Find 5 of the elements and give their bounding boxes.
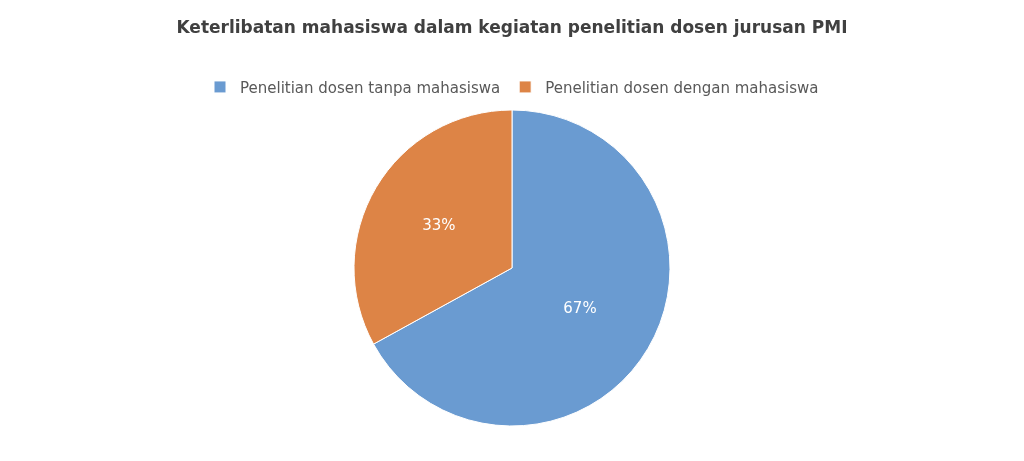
legend-label: Penelitian dosen dengan mahasiswa [545, 78, 819, 97]
chart-title: Keterlibatan mahasiswa dalam kegiatan penelitian dosen jurusan PMI [176, 16, 848, 37]
legend-label: Penelitian dosen tanpa mahasiswa [240, 78, 501, 97]
data-label: 67% [563, 299, 597, 318]
data-label: 33% [422, 215, 456, 234]
